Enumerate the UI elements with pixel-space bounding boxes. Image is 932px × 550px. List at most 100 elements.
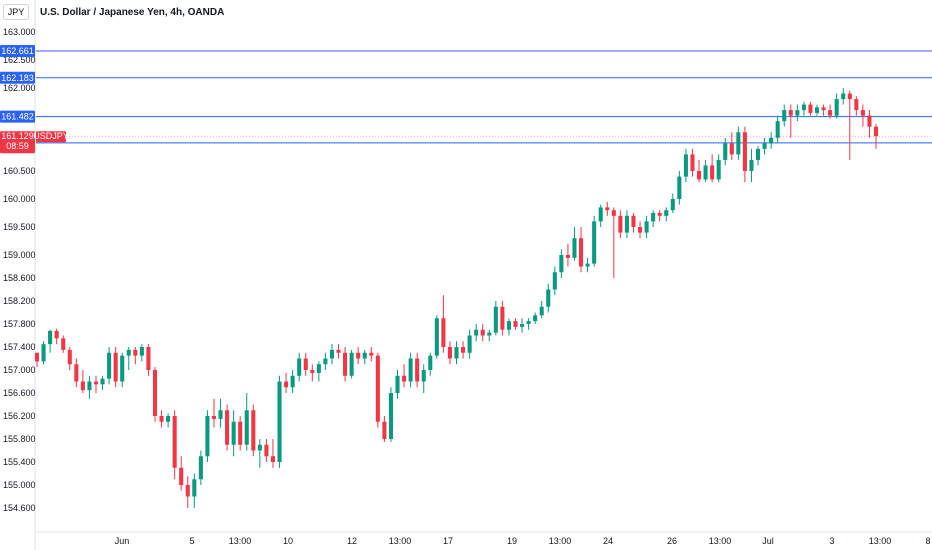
candle-body [48,330,53,345]
candle-body [841,93,846,100]
candle-body [185,485,190,497]
y-tick-label: 162.000 [3,83,36,93]
price-level-tag [0,44,35,57]
x-tick-label: 13:00 [549,536,572,546]
candle-body [441,318,446,347]
candle-body [565,255,570,258]
candle-body [323,358,328,365]
x-tick-label: Jul [762,536,774,546]
candle-body [742,132,747,171]
x-tick-label: 5 [189,536,194,546]
candle-body [343,352,348,376]
candle-body [559,255,564,273]
y-tick-label: 159.000 [3,250,36,260]
candle-body [362,352,367,359]
candle-body [598,207,603,222]
candle-body [769,137,774,144]
y-tick-label: 158.200 [3,296,36,306]
candle-body [808,104,813,113]
candle-body [520,324,525,327]
candle-body [67,349,72,365]
x-tick-label: 13:00 [869,536,892,546]
candle-body [677,176,682,199]
candle-body [244,410,249,445]
candle-body [762,143,767,149]
candle-body [126,349,131,356]
current-price-label: 161.129 [1,131,34,141]
price-level-tag [0,110,35,123]
y-tick-label: 163.000 [3,27,36,37]
candle-body [316,364,321,373]
candle-body [139,347,144,356]
candle-body [696,171,702,180]
candle-body [238,421,243,445]
symbol-tag [36,131,66,143]
candle-body [585,263,590,267]
candle-body [356,352,361,359]
candle-body [107,352,112,379]
candle-body [349,352,354,376]
candle-body [179,467,184,485]
x-tick-label: 13:00 [229,536,252,546]
candle-body [284,381,289,388]
candle-body [605,207,610,211]
candle-body [415,358,420,382]
candle-body [172,416,177,468]
candle-body [539,306,544,316]
candle-body [329,349,334,359]
candle-body [795,110,800,116]
candle-body [624,215,629,233]
currency-badge[interactable]: JPY [3,4,29,20]
candle-body [749,159,754,171]
candle-body [264,444,269,457]
x-tick-label: 19 [507,536,517,546]
x-tick-label: 12 [347,536,357,546]
candle-body [113,352,118,382]
candle-body [493,306,498,333]
candle-body [847,93,852,100]
candle-body [788,110,793,116]
candle-body [664,210,669,216]
candle-body [703,165,708,180]
x-axis[interactable]: Jun 5 13:00 10 12 13:00 17 19 13:00 24 26 13:00 Jul 3… [115,536,931,546]
candle-body [821,107,826,111]
candle-body [231,421,236,445]
candle-body [211,416,217,419]
x-tick-label: 13:00 [389,536,412,546]
candle-body [506,321,511,330]
candle-body [513,321,518,327]
candle-body [637,227,643,233]
y-tick-label: 155.800 [3,434,36,444]
x-tick-label: 13:00 [709,536,732,546]
price-tags: 162.661162.183161.482161.008161.12908:59… [0,44,69,154]
candle-body [192,479,197,497]
candle-body [218,410,223,419]
candle-body [133,349,138,356]
candle-body [474,329,479,336]
candle-body [867,115,872,127]
candle-body [152,370,158,416]
candle-body [34,352,40,362]
candle-body [146,347,151,370]
candle-body [834,99,839,116]
y-tick-label: 157.800 [3,319,36,329]
candle-body [421,370,426,382]
candle-body [480,329,485,336]
x-tick-label: 8 [925,536,930,546]
price-level-tag-label: 162.661 [1,46,34,56]
price-level-tag-label: 162.183 [1,73,34,83]
y-tick-label: 158.600 [3,273,36,283]
candle-body [198,456,203,480]
candles [34,88,879,508]
y-tick-label: 155.400 [3,457,36,467]
candle-body [402,375,407,382]
x-tick-label: 26 [667,536,677,546]
y-tick-label: 155.000 [3,480,36,490]
candle-body [854,99,859,111]
candle-body [375,355,380,422]
candle-body [74,364,79,382]
y-axis[interactable]: 163.000 162.500 162.000 160.500 160.000 159.5… [3,27,36,513]
candle-body [860,110,865,116]
candle-body [277,381,282,462]
